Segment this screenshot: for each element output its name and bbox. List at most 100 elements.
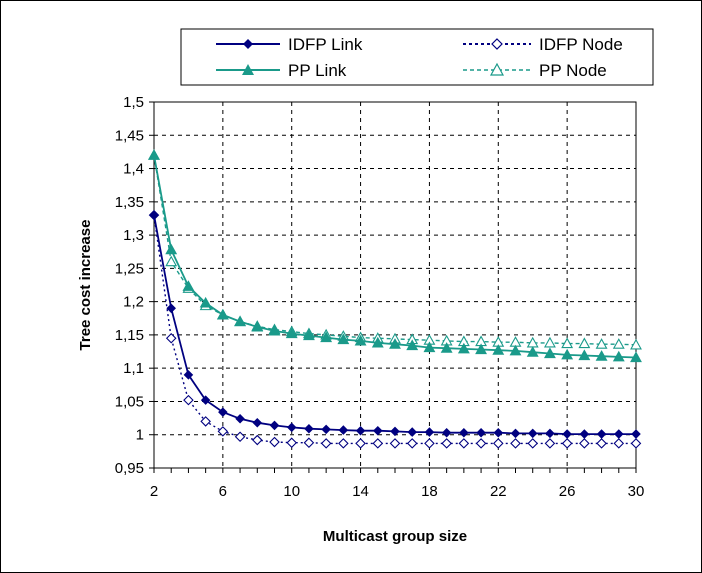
series-idfp-link — [149, 210, 641, 439]
data-point-idfp-node — [579, 438, 590, 449]
legend-marker-idfp-link — [243, 39, 253, 49]
data-point-pp-link — [389, 338, 401, 349]
data-point-idfp-node — [372, 438, 384, 449]
x-tick-label: 6 — [219, 483, 227, 500]
data-point-idfp-link — [355, 425, 366, 436]
data-point-idfp-link — [166, 303, 176, 314]
data-point-idfp-link — [527, 428, 538, 439]
data-point-idfp-link — [321, 424, 331, 435]
legend-item-pp-link: PP Link — [216, 61, 347, 80]
data-point-pp-node — [543, 336, 556, 348]
data-point-idfp-link — [614, 429, 624, 439]
data-point-idfp-link — [269, 420, 280, 431]
data-point-pp-link — [268, 324, 281, 336]
legend-item-idfp-node: IDFP Node — [463, 35, 623, 54]
data-point-idfp-node — [200, 416, 211, 427]
data-point-pp-link — [234, 315, 247, 327]
data-point-pp-link — [199, 296, 212, 308]
data-point-idfp-node — [630, 438, 642, 449]
data-point-idfp-node — [613, 438, 625, 449]
data-point-pp-link — [595, 350, 608, 361]
data-point-pp-node — [595, 338, 608, 349]
data-point-idfp-node — [269, 436, 280, 448]
data-point-pp-link — [216, 308, 229, 320]
data-point-idfp-node — [561, 438, 573, 449]
data-point-idfp-node — [252, 434, 263, 446]
data-point-idfp-node — [527, 438, 538, 449]
data-point-pp-link — [526, 346, 539, 357]
data-point-idfp-node — [389, 438, 401, 449]
plot-area — [153, 101, 637, 469]
data-point-idfp-node — [510, 438, 521, 449]
data-point-idfp-link — [407, 427, 417, 437]
data-point-idfp-link — [304, 423, 314, 434]
data-point-pp-link — [182, 280, 195, 291]
data-point-pp-link — [148, 149, 160, 160]
y-tick-label: 1,35 — [115, 194, 144, 211]
y-tick-label: 1,15 — [115, 327, 144, 344]
x-tick-label: 18 — [421, 483, 438, 500]
y-tick-label: 0,95 — [115, 460, 144, 477]
data-point-idfp-node — [355, 438, 366, 449]
data-point-idfp-link — [545, 428, 555, 439]
legend-label-idfp-link: IDFP Link — [288, 35, 363, 54]
plot-border — [153, 101, 637, 469]
legend-marker-pp-node — [489, 62, 505, 76]
legend-marker-idfp-node — [491, 38, 503, 50]
x-tick-label: 22 — [490, 483, 507, 500]
data-point-idfp-node — [493, 438, 504, 449]
y-tick-label: 1,3 — [123, 227, 144, 244]
series-pp-link — [148, 149, 642, 363]
y-tick-label: 1,5 — [123, 94, 144, 111]
data-point-idfp-link — [390, 426, 400, 437]
x-tick-label: 30 — [628, 483, 645, 500]
data-point-idfp-link — [183, 370, 194, 380]
data-point-idfp-link — [459, 427, 469, 438]
legend-item-idfp-link: IDFP Link — [216, 35, 363, 54]
data-point-idfp-node — [338, 438, 349, 449]
y-tick-label: 1,4 — [123, 161, 144, 178]
data-point-idfp-link — [579, 429, 590, 439]
data-point-pp-link — [440, 342, 453, 353]
data-point-pp-node — [578, 337, 591, 349]
legend-label-pp-link: PP Link — [288, 61, 347, 80]
data-point-idfp-node — [303, 437, 315, 448]
data-point-idfp-node — [234, 431, 246, 443]
x-tick-label: 26 — [559, 483, 576, 500]
x-axis-title: Multicast group size — [323, 528, 467, 545]
data-point-idfp-node — [165, 332, 177, 344]
x-tick-label: 2 — [150, 483, 158, 500]
data-point-idfp-link — [149, 210, 159, 220]
data-point-idfp-node — [183, 394, 194, 406]
data-point-pp-link — [285, 327, 298, 339]
y-tick-label: 1,1 — [123, 360, 144, 377]
y-tick-label: 1,2 — [123, 294, 144, 311]
data-point-pp-link — [475, 343, 488, 355]
data-point-idfp-link — [235, 413, 245, 424]
data-point-idfp-link — [338, 425, 349, 435]
y-tick-label: 1,25 — [115, 260, 144, 277]
data-point-pp-node — [561, 337, 574, 349]
data-point-pp-link — [543, 347, 556, 359]
data-point-idfp-node — [320, 438, 332, 449]
data-point-idfp-link — [562, 429, 572, 439]
data-point-idfp-link — [424, 427, 435, 437]
data-point-idfp-node — [596, 438, 607, 449]
data-point-pp-link — [320, 331, 333, 343]
data-point-pp-link — [337, 333, 350, 345]
data-point-idfp-node — [544, 438, 556, 449]
data-point-idfp-node — [424, 438, 435, 449]
data-point-pp-link — [509, 344, 522, 356]
data-point-idfp-node — [217, 426, 229, 437]
data-point-idfp-node — [441, 438, 452, 449]
legend-box — [180, 28, 654, 86]
data-point-pp-link — [406, 339, 419, 351]
data-point-idfp-link — [476, 427, 486, 438]
data-point-idfp-link — [286, 422, 297, 433]
data-point-pp-node — [165, 255, 178, 267]
data-point-idfp-link — [441, 427, 452, 438]
data-point-pp-link — [165, 243, 178, 255]
x-tick-label: 10 — [283, 483, 300, 500]
y-tick-label: 1,05 — [115, 393, 144, 410]
